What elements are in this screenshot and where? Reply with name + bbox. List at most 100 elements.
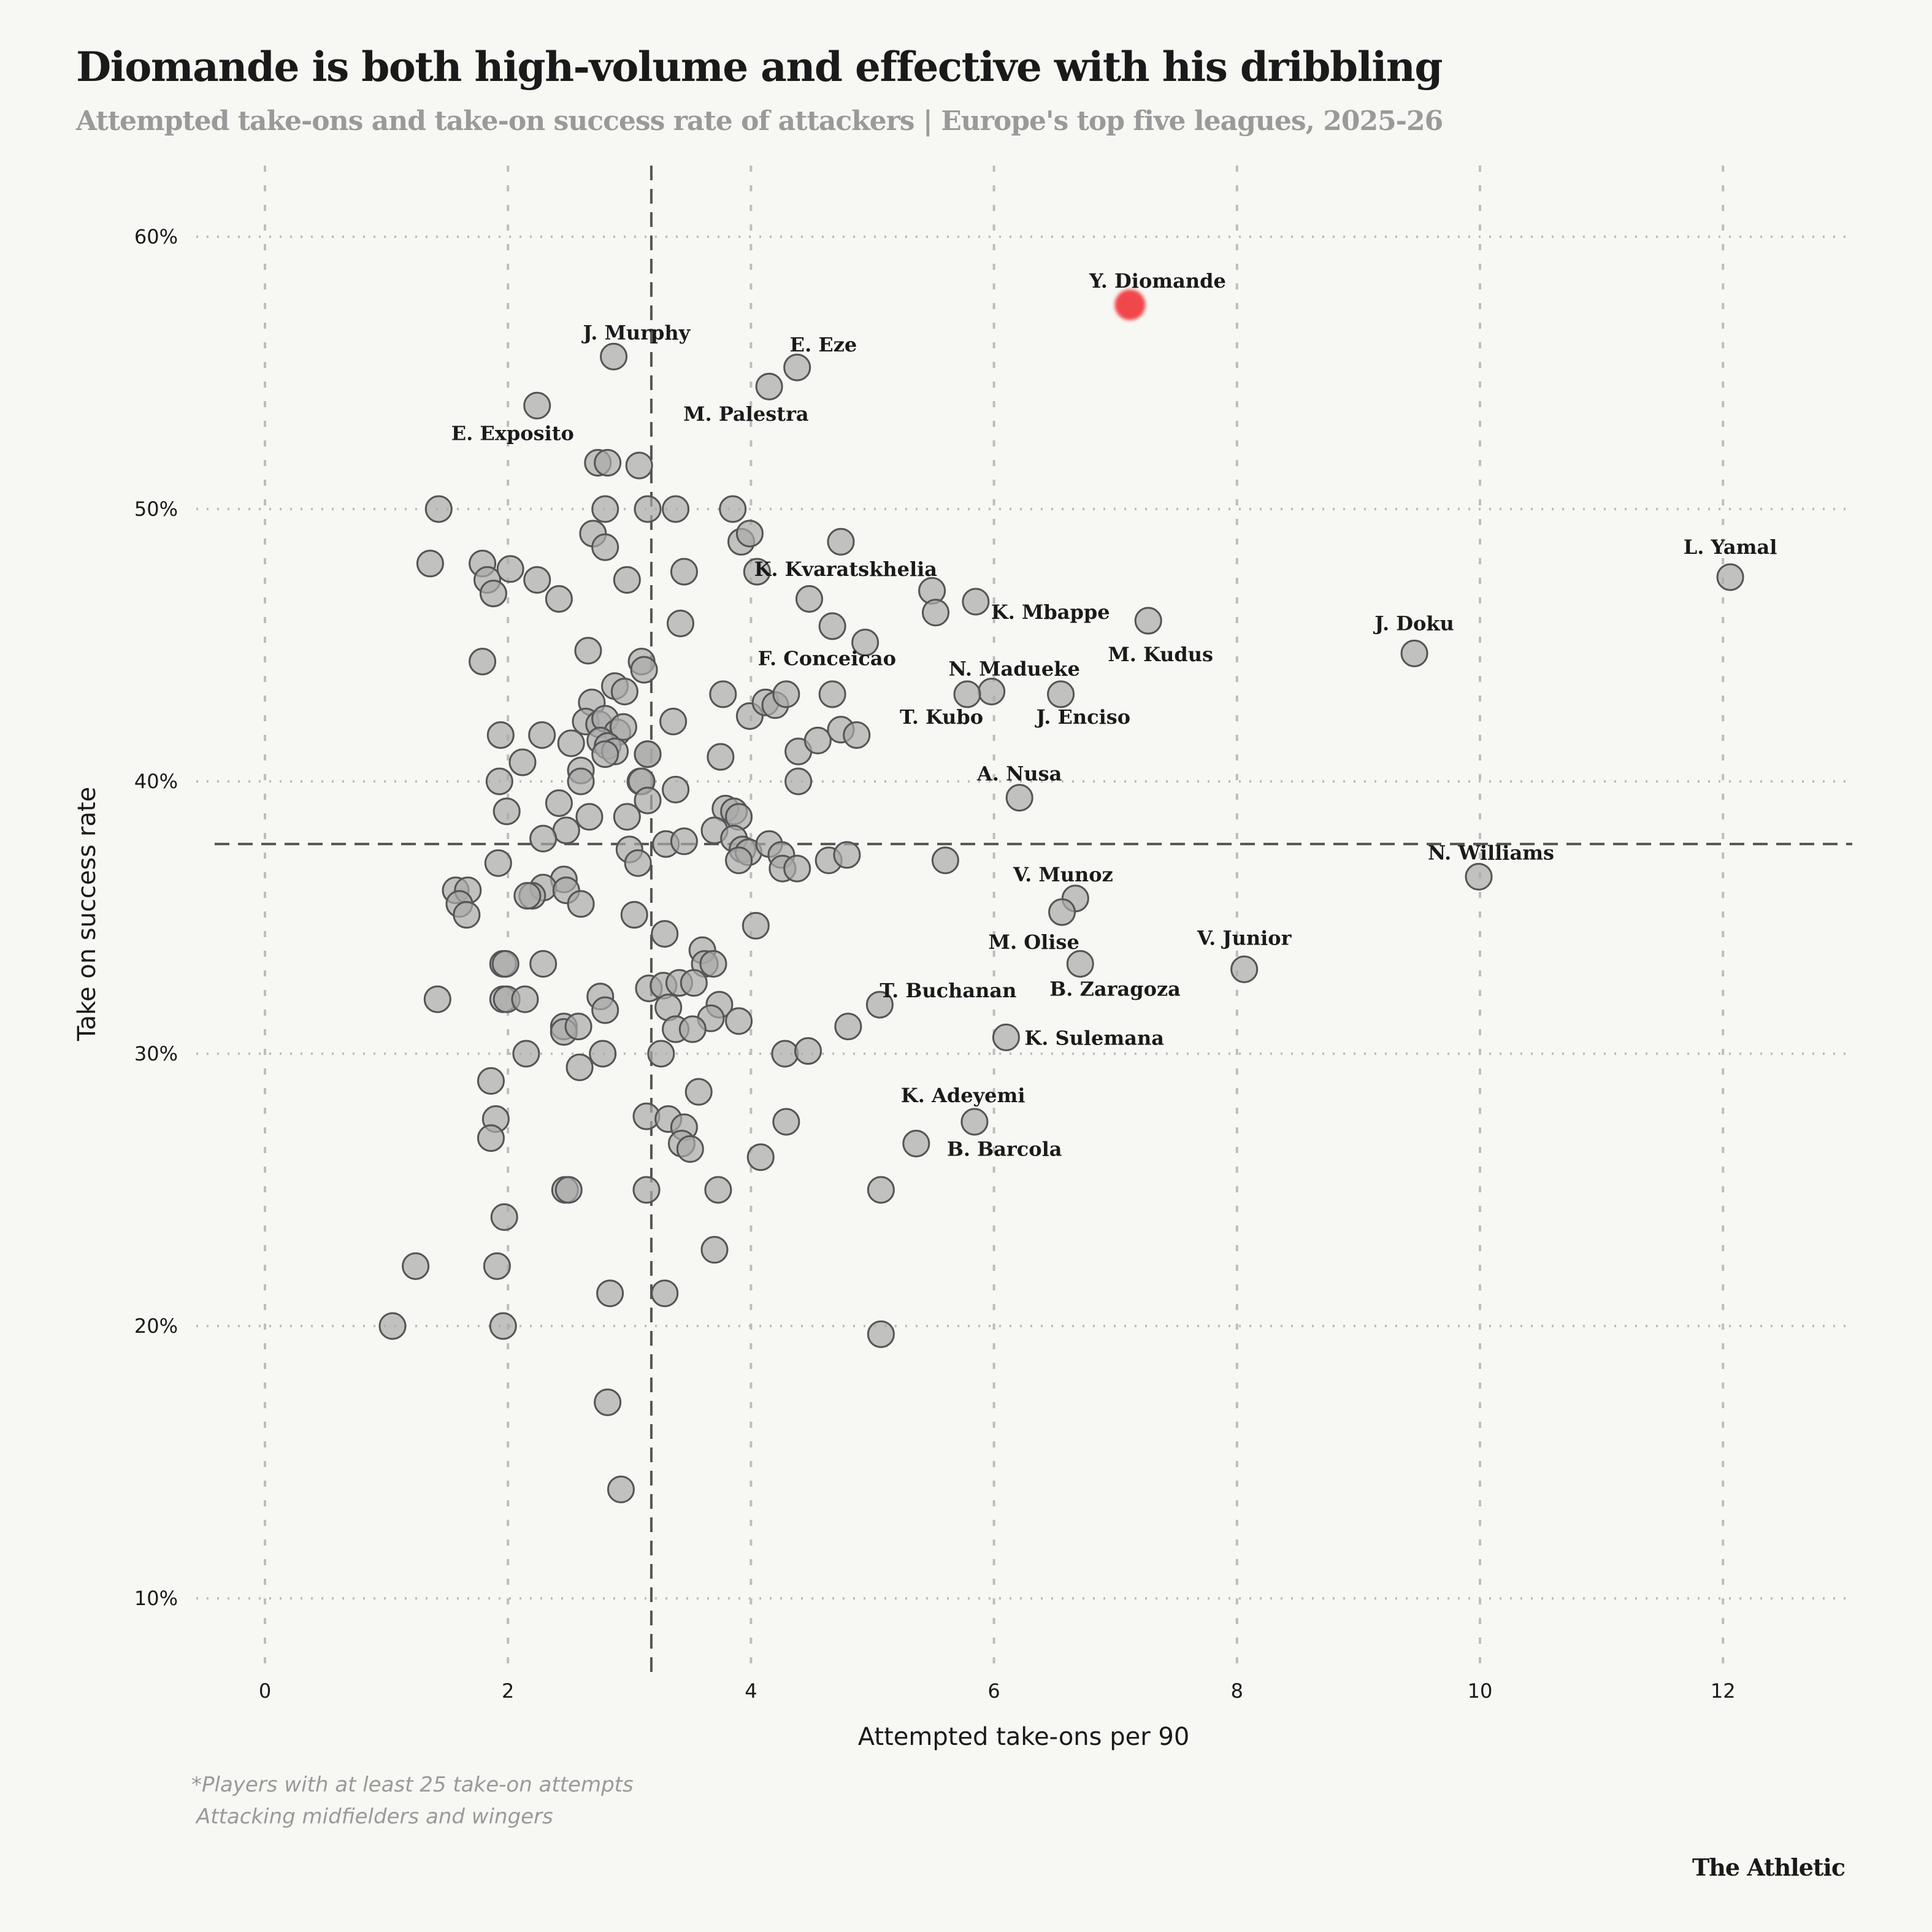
data-point bbox=[833, 841, 861, 869]
point-label: K. Mbappe bbox=[991, 600, 1110, 624]
data-point bbox=[508, 748, 537, 776]
data-point bbox=[513, 881, 542, 910]
x-tick-label: 0 bbox=[259, 1679, 271, 1703]
data-point bbox=[567, 767, 595, 795]
data-point bbox=[490, 1203, 518, 1231]
data-point bbox=[818, 680, 846, 708]
data-point bbox=[625, 451, 653, 480]
labeled-data-point bbox=[783, 353, 811, 381]
data-point bbox=[659, 707, 688, 735]
data-point bbox=[477, 1124, 505, 1152]
data-point bbox=[554, 1176, 583, 1204]
point-labels: L. Yamal J. Doku N. Williams V. Junior M. Ku… bbox=[451, 269, 1777, 1161]
labeled-data-point bbox=[1047, 680, 1075, 708]
point-label: J. Murphy bbox=[581, 321, 691, 344]
data-point bbox=[704, 1176, 732, 1204]
data-point bbox=[851, 629, 880, 657]
data-point bbox=[529, 949, 558, 978]
data-point bbox=[678, 1015, 707, 1043]
data-points bbox=[378, 289, 1744, 1503]
footnote-line-1: *Players with at least 25 take-on attemp… bbox=[191, 1773, 634, 1797]
data-point bbox=[493, 797, 521, 826]
data-point bbox=[423, 985, 451, 1013]
point-label: E. Eze bbox=[790, 333, 857, 356]
data-point bbox=[479, 580, 507, 608]
highlight-label: Y. Diomande bbox=[1089, 269, 1226, 293]
point-label: M. Kudus bbox=[1108, 643, 1213, 666]
data-point bbox=[529, 824, 558, 853]
data-point bbox=[557, 729, 585, 757]
y-tick-label: 10% bbox=[134, 1587, 178, 1610]
data-point bbox=[528, 721, 556, 749]
point-label: N. Madueke bbox=[949, 657, 1080, 680]
data-point bbox=[378, 1312, 407, 1340]
data-point bbox=[707, 743, 735, 771]
data-point bbox=[670, 827, 698, 856]
y-tick-label: 50% bbox=[134, 497, 178, 521]
data-point bbox=[662, 495, 690, 523]
data-point bbox=[699, 949, 727, 978]
data-point bbox=[574, 637, 602, 665]
data-point bbox=[634, 786, 662, 815]
data-point bbox=[477, 1067, 505, 1095]
labeled-data-point bbox=[1048, 898, 1076, 926]
data-point bbox=[725, 846, 753, 875]
y-tick-label: 30% bbox=[134, 1042, 178, 1065]
scatter-chart: 10% 20% 30% 40% 50% 60% 0 2 4 6 8 10 12 L. Yamal J. … bbox=[73, 166, 1852, 1751]
data-point bbox=[591, 996, 619, 1024]
y-tick-label: 40% bbox=[134, 770, 178, 793]
point-label: B. Barcola bbox=[947, 1138, 1062, 1161]
data-point bbox=[486, 721, 515, 749]
x-tick-label: 6 bbox=[987, 1679, 1000, 1703]
data-point bbox=[834, 1013, 862, 1041]
data-point bbox=[772, 1108, 800, 1136]
labeled-data-point bbox=[1465, 862, 1493, 891]
y-tick-label: 20% bbox=[134, 1314, 178, 1338]
data-point bbox=[651, 920, 679, 948]
data-point bbox=[632, 1176, 661, 1204]
data-point bbox=[795, 585, 823, 613]
data-point bbox=[630, 656, 658, 684]
data-point bbox=[416, 550, 444, 578]
median-lines bbox=[215, 166, 1852, 1674]
y-axis-ticks: 10% 20% 30% 40% 50% 60% bbox=[134, 225, 178, 1610]
data-point bbox=[783, 854, 811, 883]
x-axis-title: Attempted take-ons per 90 bbox=[858, 1723, 1190, 1751]
y-axis-title: Take on success rate bbox=[73, 787, 101, 1041]
data-point bbox=[489, 1312, 517, 1340]
data-point bbox=[670, 558, 698, 586]
data-point bbox=[552, 816, 580, 845]
labeled-data-point bbox=[902, 1130, 930, 1158]
labeled-data-point bbox=[1005, 784, 1033, 812]
point-label: J. Enciso bbox=[1035, 705, 1131, 729]
data-point bbox=[742, 911, 770, 940]
point-label: K. Adeyemi bbox=[901, 1084, 1025, 1107]
data-point bbox=[843, 721, 871, 749]
labeled-data-point bbox=[1400, 639, 1428, 667]
data-point bbox=[564, 1013, 592, 1041]
point-label: M. Olise bbox=[989, 930, 1079, 954]
point-label: M. Palestra bbox=[683, 402, 809, 426]
point-label: K. Sulemana bbox=[1024, 1026, 1164, 1049]
data-point bbox=[700, 1236, 729, 1264]
labeled-data-point bbox=[962, 588, 990, 616]
data-point bbox=[647, 1040, 675, 1068]
data-point bbox=[607, 1475, 635, 1503]
data-point bbox=[523, 565, 551, 594]
point-label: L. Yamal bbox=[1684, 535, 1777, 559]
data-point bbox=[634, 740, 662, 769]
data-point bbox=[867, 1320, 895, 1348]
data-point bbox=[818, 612, 846, 640]
data-point bbox=[613, 803, 641, 831]
data-point bbox=[453, 901, 481, 929]
point-label: V. Munoz bbox=[1013, 863, 1113, 886]
labeled-data-point bbox=[523, 391, 551, 420]
x-tick-label: 2 bbox=[502, 1679, 514, 1703]
data-point bbox=[575, 803, 604, 831]
data-point bbox=[609, 713, 637, 741]
data-point bbox=[596, 1279, 624, 1308]
data-point bbox=[424, 495, 453, 523]
labeled-data-point bbox=[953, 680, 981, 708]
labeled-data-point bbox=[1066, 949, 1094, 978]
data-point bbox=[594, 449, 622, 477]
